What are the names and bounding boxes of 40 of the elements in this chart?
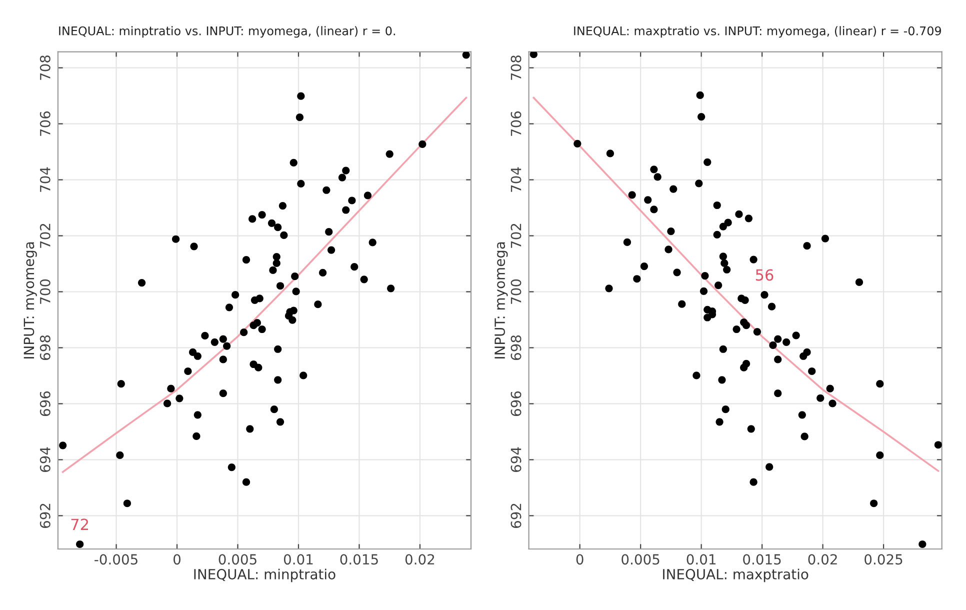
y-tick-label: 708 [510,56,522,80]
x-tick-label: -0.005 [94,554,138,565]
x-tick-label: 0.005 [218,554,256,565]
y-tick-label: 696 [40,391,50,416]
x-axis-title: INEQUAL: maxptratio [663,568,808,582]
y-tick-label: 694 [510,447,522,472]
y-tick-label: 702 [40,224,50,248]
chart-title: INEQUAL: maxptratio vs. INPUT: myomega, (linear) r = -0.709 [574,26,942,38]
y-tick-label: 706 [510,111,522,136]
x-tick-label: 0 [576,554,584,565]
line-series [532,96,940,472]
annotation: 56 [756,269,774,281]
chart-title: INEQUAL: minptratio vs. INPUT: myomega, (linear) r = 0. [59,26,395,38]
y-tick-label: 704 [510,167,522,192]
y-tick-label: 698 [510,335,522,360]
x-tick-label: 0.02 [405,554,434,565]
x-tick-label: 0.005 [622,554,660,565]
y-tick-label: 698 [40,335,50,360]
x-tick-label: 0.01 [284,554,313,565]
y-tick-label: 692 [40,504,50,528]
y-tick-label: 708 [40,56,50,80]
y-tick-label: 702 [510,224,522,248]
y-tick-label: 696 [510,391,522,416]
y-tick-label: 700 [40,279,50,304]
x-tick-label: 0 [174,554,181,565]
annotation: 72 [71,518,88,530]
line-series [62,96,468,473]
x-tick-label: 0.02 [808,554,837,565]
x-tick-label: 0.01 [686,554,716,565]
y-tick-label: 706 [40,111,50,136]
x-tick-label: 0.015 [743,554,781,565]
y-tick-label: 694 [40,447,50,472]
y-tick-label: 700 [510,279,522,304]
y-tick-label: 692 [510,504,522,528]
y-axis-title: INPUT: myomega [494,242,508,358]
x-tick-label: 0.015 [340,554,378,565]
y-axis-title: INPUT: myomega [24,242,37,358]
y-tick-label: 704 [40,167,50,192]
x-tick-label: 0.025 [864,554,902,565]
x-axis-title: INEQUAL: minptratio [194,568,336,582]
